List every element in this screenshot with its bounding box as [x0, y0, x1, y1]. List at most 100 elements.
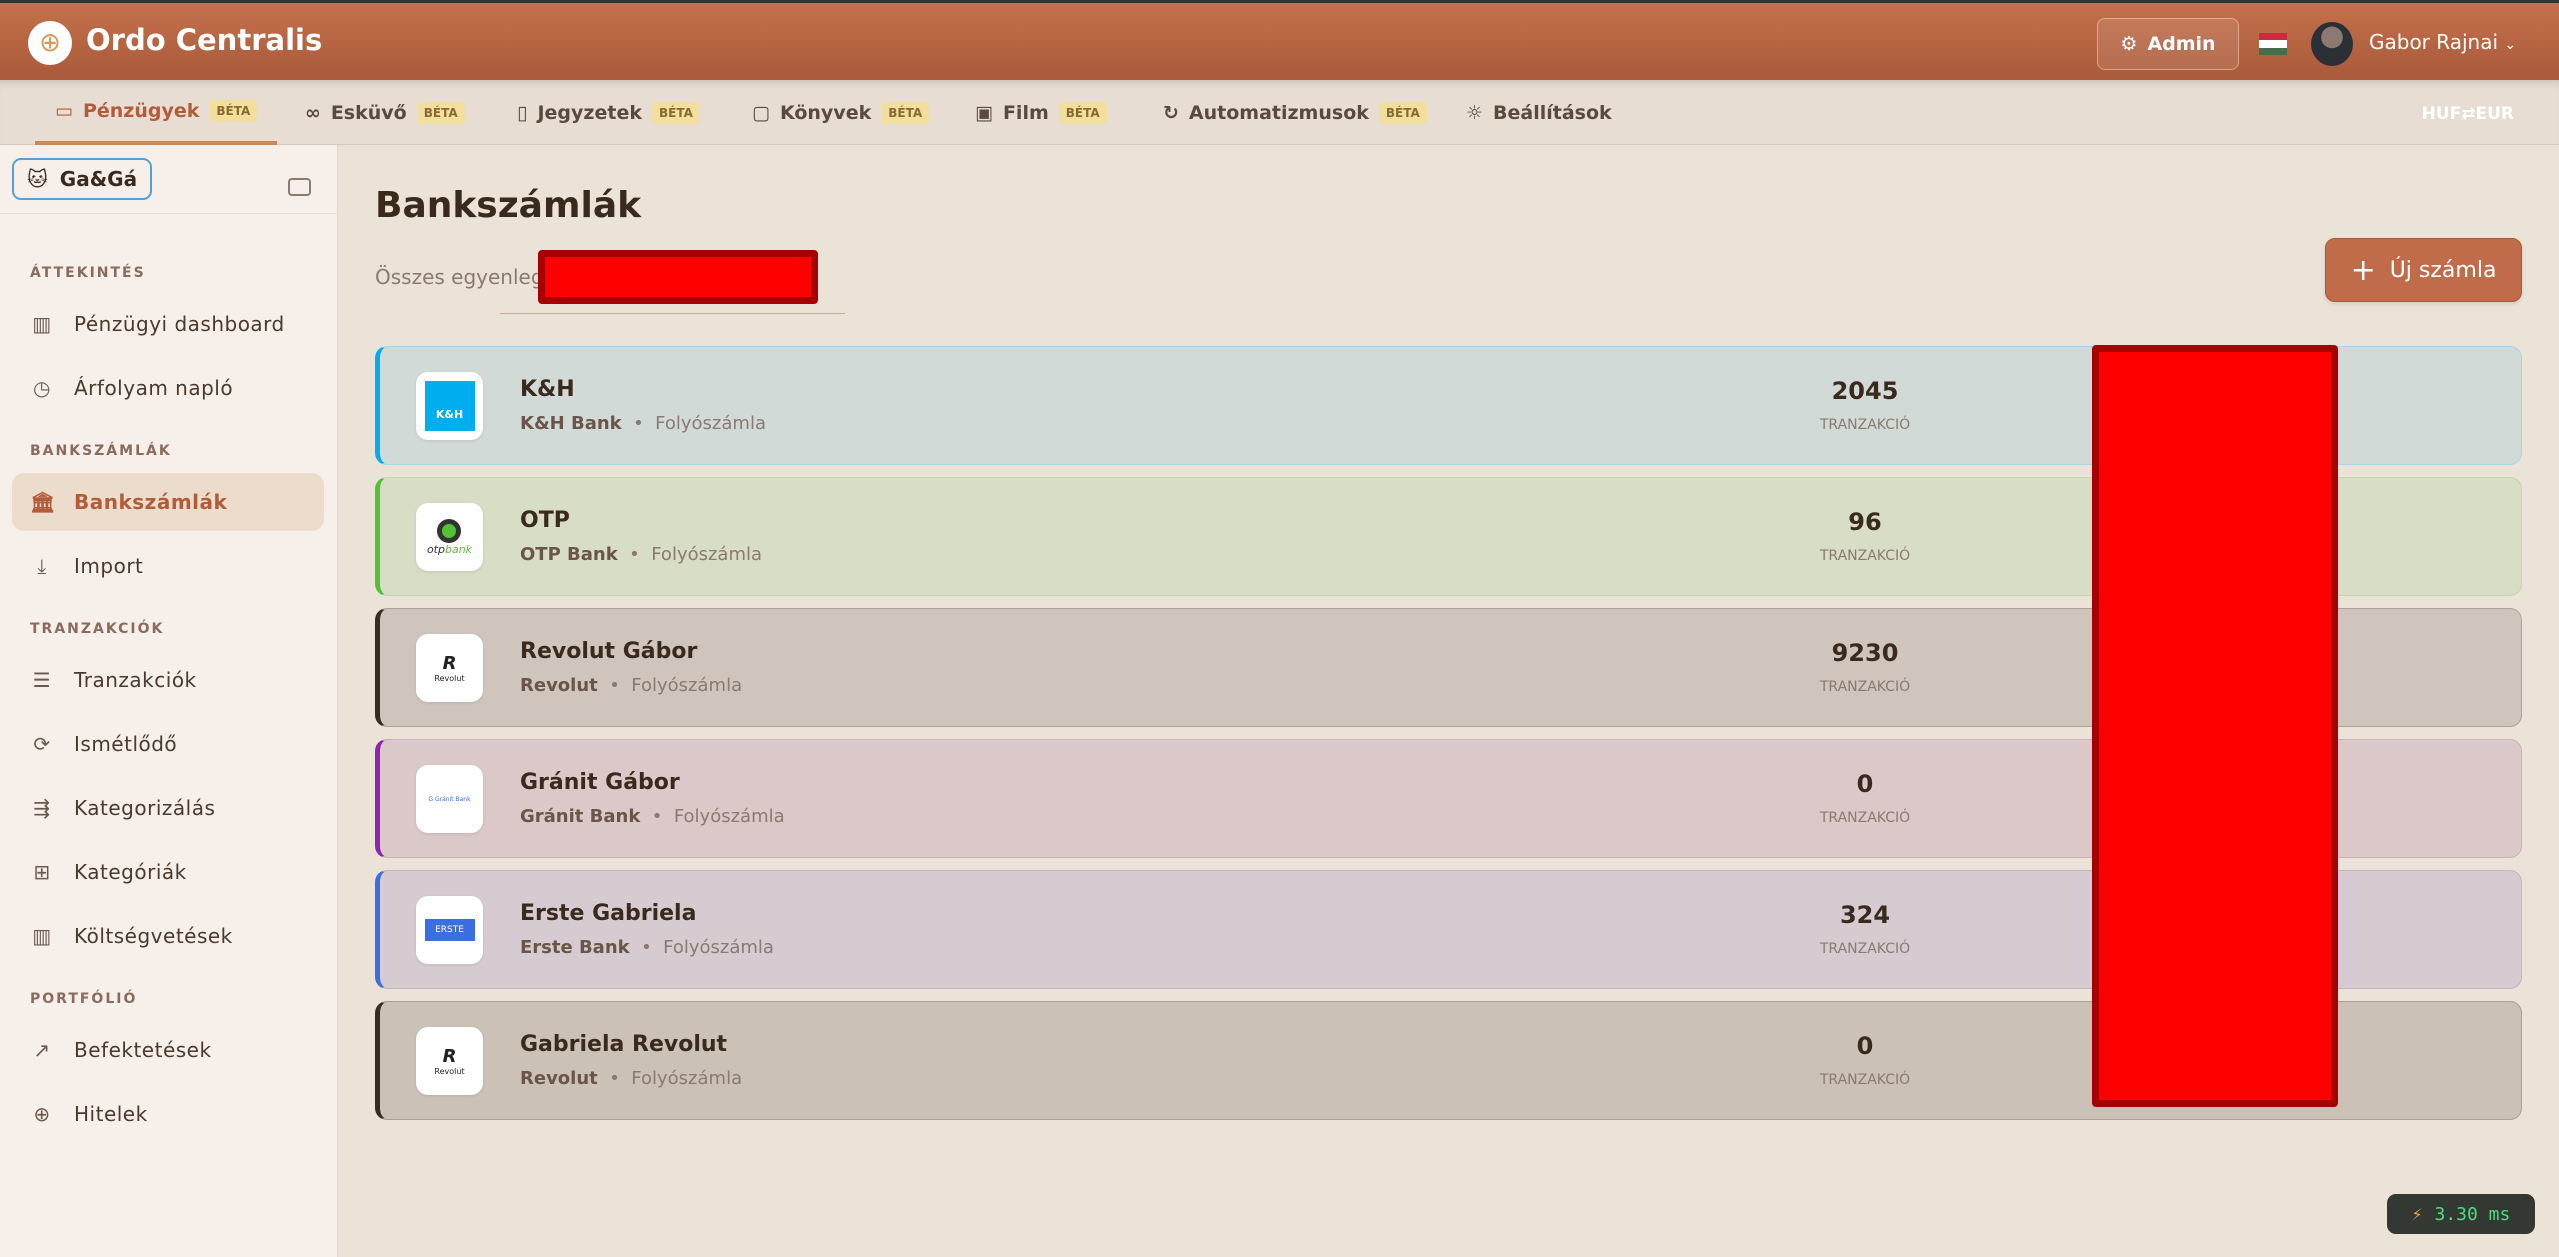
- beta-badge: BÉTA: [416, 101, 465, 124]
- film-icon: ▣: [975, 101, 993, 124]
- account-type: Folyószámla: [673, 806, 785, 827]
- sidebar-section-title: ÁTTEKINTÉS: [30, 265, 146, 281]
- sidebar-item[interactable]: ▥ Pénzügyi dashboard: [12, 295, 324, 353]
- admin-button[interactable]: ⚙ Admin: [2097, 18, 2239, 70]
- beta-badge: BÉTA: [209, 99, 258, 122]
- tab-4[interactable]: ▣ Film BÉTA: [955, 80, 1127, 145]
- account-type: Folyószámla: [631, 1068, 743, 1089]
- language-flag-button[interactable]: [2259, 33, 2287, 55]
- tab-label: Esküvő: [330, 101, 407, 124]
- tab-0[interactable]: ▭ Pénzügyek BÉTA: [35, 80, 278, 145]
- account-meta: K&H Bank • Folyószámla: [520, 413, 766, 434]
- download-icon: ⤓: [37, 554, 47, 578]
- sidebar-item[interactable]: ↗ Befektetések: [12, 1021, 324, 1079]
- tab-5[interactable]: ↻ Automatizmusok BÉTA: [1143, 80, 1447, 145]
- transaction-count-label: TRANZAKCIÓ: [1819, 548, 1911, 564]
- bank-logo: R Revolut: [416, 1027, 483, 1095]
- user-name: Gabor Rajnai: [2369, 30, 2499, 54]
- cat-icon: 🐱: [26, 167, 48, 191]
- org-switcher[interactable]: 🐱 Ga&Gá: [12, 158, 152, 200]
- sidebar-section-title: TRANZAKCIÓK: [30, 621, 165, 637]
- total-balance-label: Összes egyenleg: [375, 265, 544, 289]
- tab-label: Beállítások: [1493, 101, 1612, 124]
- sidebar-item[interactable]: ⟳ Ismétlődő: [12, 715, 324, 773]
- sidebar-toggle-icon[interactable]: [288, 178, 311, 196]
- sidebar-item[interactable]: ◷ Árfolyam napló: [12, 359, 324, 417]
- redacted-balances: [2092, 345, 2338, 1107]
- tab-1[interactable]: ∞ Esküvő BÉTA: [285, 80, 485, 145]
- transaction-count-label: TRANZAKCIÓ: [1819, 1072, 1911, 1088]
- sidebar-item[interactable]: 🏛 Bankszámlák: [12, 473, 324, 531]
- bank-name: Revolut: [520, 675, 598, 696]
- transaction-count: 9230: [1831, 639, 1899, 667]
- account-name: Erste Gabriela: [520, 901, 697, 926]
- account-meta: Gránit Bank • Folyószámla: [520, 806, 785, 827]
- sidebar-item[interactable]: ▥ Költségvetések: [12, 907, 324, 965]
- account-type: Folyószámla: [631, 675, 743, 696]
- account-type: Folyószámla: [655, 413, 766, 434]
- app-title[interactable]: Ordo Centralis: [86, 23, 323, 57]
- sidebar-item-label: Tranzakciók: [74, 668, 197, 692]
- sidebar-item-label: Kategóriák: [74, 860, 187, 884]
- lightning-icon: ⚡: [2411, 1203, 2423, 1225]
- bank-name: K&H Bank: [520, 413, 622, 434]
- module-tabs: ▭ Pénzügyek BÉTA ∞ Esküvő BÉTA ▯ Jegyzetek BÉTA ▢…: [0, 80, 2559, 145]
- sidebar-item-label: Árfolyam napló: [74, 376, 234, 400]
- account-name: Gabriela Revolut: [520, 1032, 728, 1057]
- transaction-count-label: TRANZAKCIÓ: [1819, 941, 1911, 957]
- repeat-icon: ⟳: [33, 732, 51, 756]
- sidebar-item[interactable]: ☰ Tranzakciók: [12, 651, 324, 709]
- app-logo[interactable]: ⊕: [28, 21, 72, 65]
- account-name: OTP: [520, 508, 570, 533]
- beta-badge: BÉTA: [1058, 101, 1107, 124]
- tab-label: Pénzügyek: [82, 99, 200, 122]
- refresh-icon: ↻: [1163, 101, 1179, 124]
- list-icon: ☰: [32, 668, 52, 692]
- admin-label: Admin: [2147, 33, 2216, 55]
- sidebar-item-label: Költségvetések: [74, 924, 233, 948]
- book-icon: ▢: [752, 101, 770, 124]
- tab-3[interactable]: ▢ Könyvek BÉTA: [732, 80, 949, 145]
- sidebar-item[interactable]: ⤓ Import: [12, 537, 324, 595]
- currency-toggle[interactable]: HUF⇄EUR: [2421, 104, 2514, 124]
- gear-icon: ⚙: [2120, 33, 2138, 55]
- user-menu[interactable]: Gabor Rajnai ⌄: [2369, 30, 2516, 54]
- new-account-label: Új számla: [2389, 257, 2497, 283]
- account-meta: Erste Bank • Folyószámla: [520, 937, 774, 958]
- new-account-button[interactable]: + Új számla: [2325, 238, 2522, 302]
- plus-icon: +: [2350, 252, 2376, 288]
- notes-icon: ▯: [517, 101, 528, 124]
- sidebar-item[interactable]: ⊕ Hitelek: [12, 1085, 324, 1143]
- sidebar-item[interactable]: ⊞ Kategóriák: [12, 843, 324, 901]
- divider: [0, 213, 338, 214]
- tab-2[interactable]: ▯ Jegyzetek BÉTA: [497, 80, 720, 145]
- account-type: Folyószámla: [651, 544, 763, 565]
- sidebar-section-title: PORTFÓLIÓ: [30, 991, 138, 1007]
- bank-logo: R Revolut: [416, 634, 483, 702]
- bank-logo: otpbank: [416, 503, 483, 571]
- bank-icon: 🏛: [30, 490, 56, 514]
- beta-badge: BÉTA: [651, 101, 700, 124]
- page-title: Bankszámlák: [375, 185, 642, 226]
- bank-name: OTP Bank: [520, 544, 618, 565]
- transaction-count: 0: [1856, 1032, 1874, 1060]
- top-header: ⊕ Ordo Centralis ⚙ Admin Gabor Rajnai ⌄: [0, 0, 2559, 80]
- bank-name: Gránit Bank: [520, 806, 641, 827]
- org-name: Ga&Gá: [59, 167, 138, 191]
- sidebar-item-label: Bankszámlák: [74, 490, 228, 514]
- transaction-count-label: TRANZAKCIÓ: [1819, 810, 1911, 826]
- bank-name: Revolut: [520, 1068, 598, 1089]
- revolut-logo: R Revolut: [434, 653, 465, 683]
- grid-icon: ⊞: [33, 860, 51, 884]
- avatar[interactable]: [2311, 22, 2353, 66]
- bank-logo: ERSTE: [416, 896, 483, 964]
- revolut-logo: R Revolut: [434, 1046, 465, 1076]
- transaction-count: 0: [1856, 770, 1874, 798]
- perf-badge: ⚡ 3.30 ms: [2387, 1194, 2535, 1234]
- tab-6[interactable]: ☼ Beállítások: [1446, 80, 1632, 145]
- sun-icon: ☼: [1466, 101, 1484, 124]
- sidebar-item[interactable]: ⇶ Kategorizálás: [12, 779, 324, 837]
- bank-logo: K&H: [416, 372, 483, 440]
- bar-chart-icon: ▥: [32, 312, 52, 336]
- tab-label: Automatizmusok: [1188, 101, 1369, 124]
